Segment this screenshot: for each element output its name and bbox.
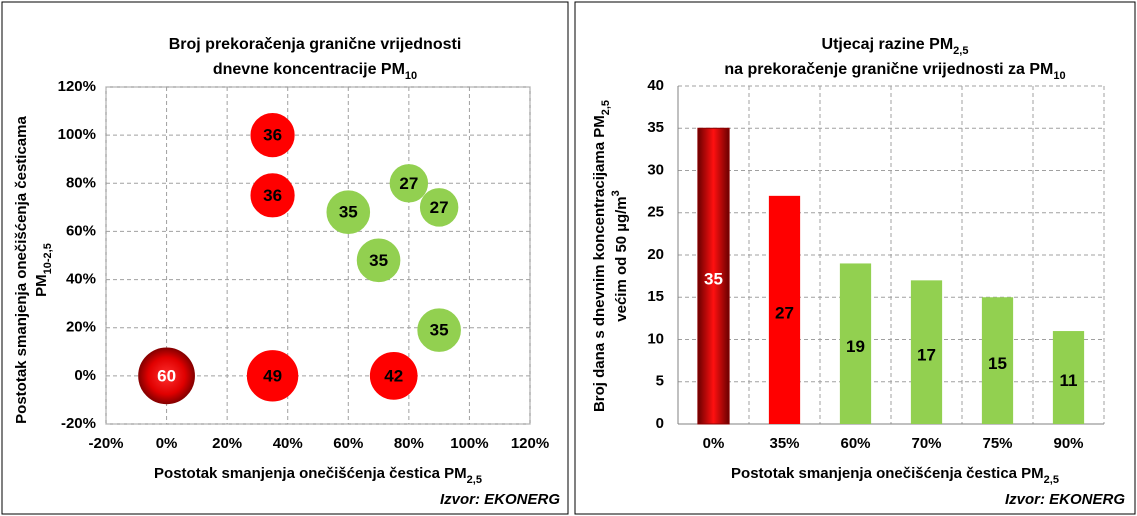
source: Izvor: EKONERG <box>440 491 560 508</box>
y-tick-label: 60% <box>66 222 96 239</box>
bubble <box>417 308 461 352</box>
x-tick-label: -20% <box>88 435 123 452</box>
data-label: 27 <box>430 198 449 217</box>
x-tick-label: 70% <box>911 435 941 452</box>
chart-title: Broj prekoračenja granične vrijednosti <box>169 36 462 53</box>
data-label: 27 <box>399 174 418 193</box>
y-tick-label: 35 <box>647 119 664 136</box>
y-tick-label: 40% <box>66 271 96 288</box>
x-tick-label: 0% <box>703 435 725 452</box>
left-panel <box>1 1 569 515</box>
bar <box>910 280 943 424</box>
bubble <box>138 347 195 405</box>
data-label: 35 <box>369 251 388 270</box>
x-tick-label: 90% <box>1053 435 1083 452</box>
x-tick-label: 20% <box>212 435 242 452</box>
x-tick-label: 60% <box>840 435 870 452</box>
x-tick-label: 35% <box>769 435 799 452</box>
x-tick-label: 100% <box>450 435 488 452</box>
data-label: 36 <box>263 186 282 205</box>
x-tick-label: 0% <box>156 435 178 452</box>
y-tick-label: -20% <box>61 415 96 432</box>
bubble <box>356 238 401 283</box>
y-tick-label: 5 <box>656 373 664 390</box>
data-label: 49 <box>263 366 282 385</box>
data-label: 35 <box>704 270 723 289</box>
bubble <box>419 188 459 227</box>
data-label: 35 <box>339 203 358 222</box>
y-tick-label: 100% <box>58 126 96 143</box>
x-axis-label: Postotak smanjenja onečišćenja čestica P… <box>731 465 1059 486</box>
y-tick-label: 20% <box>66 319 96 336</box>
chart-title: Utjecaj razine PM2,5 <box>822 36 969 57</box>
bubble <box>389 164 429 203</box>
y-tick-label: 80% <box>66 174 96 191</box>
data-label: 36 <box>263 126 282 145</box>
bar <box>981 297 1014 424</box>
data-label: 11 <box>1060 371 1078 390</box>
right-panel <box>574 1 1136 515</box>
data-label: 35 <box>430 321 449 340</box>
y-axis-label: Broj dana s dnevnim koncentracijama PM2,… <box>591 100 612 412</box>
bubble <box>326 190 371 234</box>
bubble <box>369 352 418 400</box>
x-tick-label: 80% <box>394 435 424 452</box>
data-label: 42 <box>384 366 403 385</box>
y-tick-label: 120% <box>58 78 96 95</box>
y-tick-label: 15 <box>647 288 664 305</box>
chart-title: na prekoračenje granične vrijednosti za … <box>724 61 1065 82</box>
y-tick-label: 20 <box>647 246 664 263</box>
y-axis-label: PM10-2,5 <box>33 243 54 297</box>
x-tick-label: 60% <box>333 435 363 452</box>
y-tick-label: 0 <box>656 415 664 432</box>
bar <box>768 195 801 424</box>
bar <box>1052 331 1085 424</box>
chart-title: dnevne koncentracije PM10 <box>213 61 417 82</box>
data-label: 19 <box>846 337 865 356</box>
x-tick-label: 40% <box>273 435 303 452</box>
y-axis-label: većim od 50 µg/m3 <box>610 190 630 321</box>
source: Izvor: EKONERG <box>1005 491 1125 508</box>
y-axis-label: Postotak smanjenja onečišćenja česticama <box>13 116 30 424</box>
data-label: 17 <box>917 346 936 365</box>
data-label: 15 <box>988 354 1007 373</box>
data-label: 27 <box>775 303 794 322</box>
y-tick-label: 30 <box>647 161 664 178</box>
y-tick-label: 25 <box>647 204 664 221</box>
x-axis-label: Postotak smanjenja onečišćenja čestica P… <box>154 465 482 486</box>
bubble <box>246 350 299 402</box>
x-tick-label: 75% <box>982 435 1012 452</box>
data-label: 60 <box>157 366 176 385</box>
bubble <box>250 173 295 218</box>
bar <box>839 263 872 424</box>
y-tick-label: 40 <box>647 77 664 94</box>
bubble <box>250 113 295 158</box>
y-tick-label: 10 <box>647 330 664 347</box>
bar <box>697 127 730 425</box>
x-tick-label: 120% <box>511 435 549 452</box>
y-tick-label: 0% <box>74 367 96 384</box>
